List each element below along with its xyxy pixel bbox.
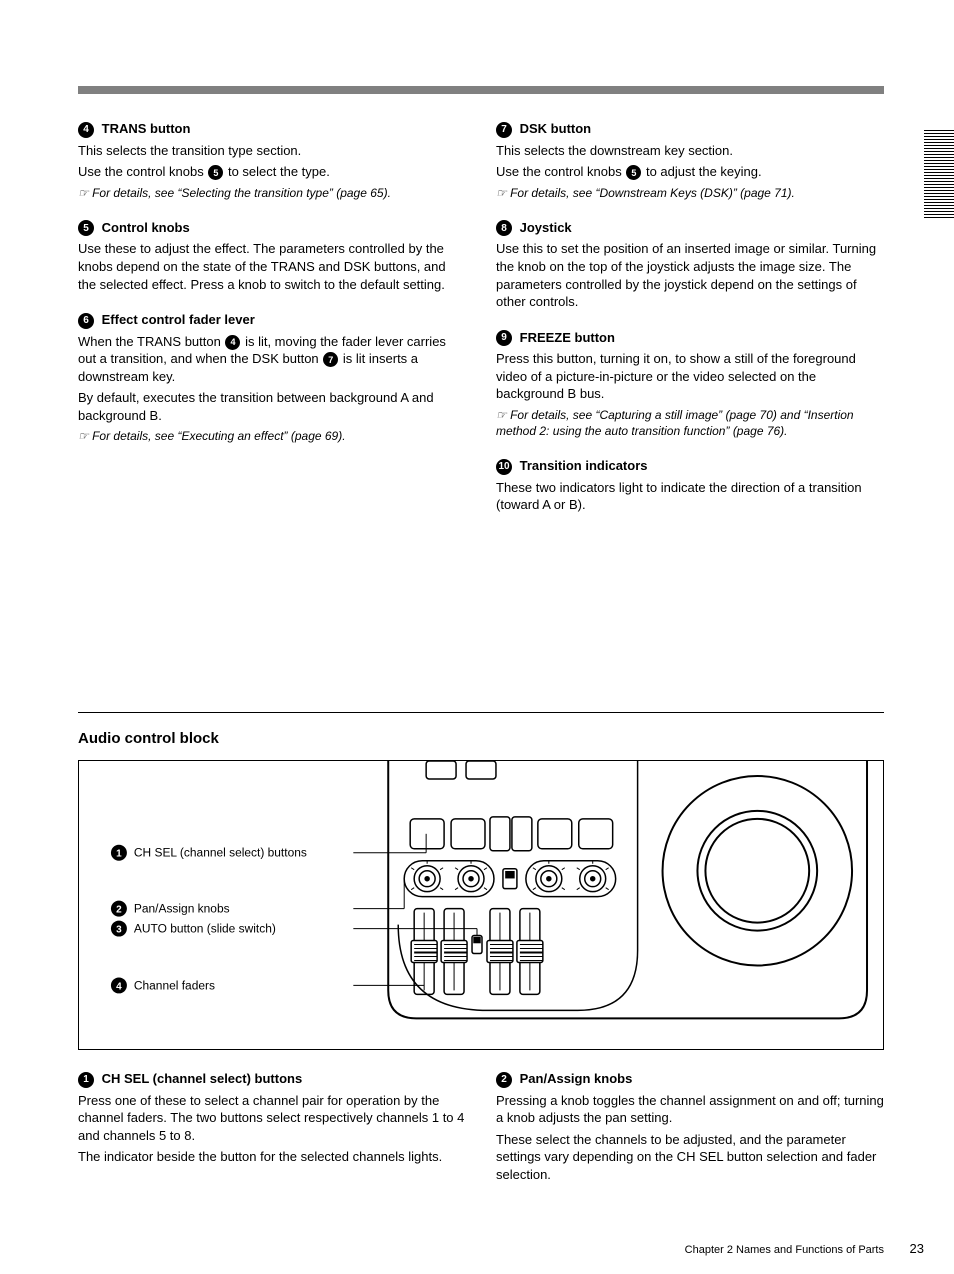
bullet-7-icon: 7 [496, 122, 512, 138]
page-number: 23 [910, 1241, 924, 1256]
item-4-xref: ☞ For details, see “Selecting the transi… [78, 185, 466, 201]
audio-control-diagram: 1 2 3 4 CH SEL (channel select) buttons … [78, 760, 884, 1050]
bullet-9-icon: 9 [496, 330, 512, 346]
item-4-title: TRANS button [102, 121, 191, 136]
callout-label-1: CH SEL (channel select) buttons [134, 846, 307, 860]
left-column: 4 TRANS button This selects the transiti… [78, 120, 466, 532]
callout-num-3: 3 [116, 925, 122, 936]
bullet-6-icon: 6 [78, 313, 94, 329]
bottom-item-2: 2 Pan/Assign knobs Pressing a knob toggl… [496, 1070, 884, 1183]
bottom-item-1-body2: The indicator beside the button for the … [78, 1148, 466, 1166]
item-9-title: FREEZE button [520, 330, 615, 345]
section-divider [78, 712, 884, 713]
item-4-trans-button: 4 TRANS button This selects the transiti… [78, 120, 466, 201]
bottom-item-2-body2: These select the channels to be adjusted… [496, 1131, 884, 1184]
bullet-8-icon: 8 [496, 220, 512, 236]
callout-label-3: AUTO button (slide switch) [134, 922, 276, 936]
callout-label-2: Pan/Assign knobs [134, 902, 230, 916]
inline-ref-5a-icon: 5 [208, 165, 223, 180]
bottom-bullet-2-icon: 2 [496, 1072, 512, 1088]
item-4-body: This selects the transition type section… [78, 142, 466, 160]
bottom-two-column: 1 CH SEL (channel select) buttons Press … [78, 1070, 884, 1201]
item-9-xref: ☞ For details, see “Capturing a still im… [496, 407, 884, 439]
item-5-body: Use these to adjust the effect. The para… [78, 240, 466, 293]
item-6-fader-lever: 6 Effect control fader lever When the TR… [78, 311, 466, 444]
item-7-title: DSK button [520, 121, 591, 136]
bottom-item-2-title: Pan/Assign knobs [520, 1071, 633, 1086]
item-10-transition-indicators: 10 Transition indicators These two indic… [496, 457, 884, 514]
item-7-body2-post: to adjust the keying. [642, 164, 761, 179]
item-6-xref: ☞ For details, see “Executing an effect”… [78, 428, 466, 444]
item-4-body2-post: to select the type. [224, 164, 330, 179]
callout-label-4: Channel faders [134, 978, 215, 992]
item-4-body2-pre: Use the control knobs [78, 164, 207, 179]
item-8-title: Joystick [520, 220, 572, 235]
item-5-title: Control knobs [102, 220, 190, 235]
item-6-body-pre: When the TRANS button [78, 334, 224, 349]
bottom-right-column: 2 Pan/Assign knobs Pressing a knob toggl… [496, 1070, 884, 1201]
inline-ref-5b-icon: 5 [626, 165, 641, 180]
bottom-item-1-title: CH SEL (channel select) buttons [102, 1071, 303, 1086]
bullet-5-icon: 5 [78, 220, 94, 236]
inline-ref-7-icon: 7 [323, 352, 338, 367]
item-6-body2: By default, executes the transition betw… [78, 389, 466, 424]
bullet-10-icon: 10 [496, 459, 512, 475]
item-5-control-knobs: 5 Control knobs Use these to adjust the … [78, 219, 466, 293]
bottom-bullet-1-icon: 1 [78, 1072, 94, 1088]
item-9-freeze-button: 9 FREEZE button Press this button, turni… [496, 329, 884, 440]
bullet-4-icon: 4 [78, 122, 94, 138]
item-8-body: Use this to set the position of an inser… [496, 240, 884, 310]
bottom-left-column: 1 CH SEL (channel select) buttons Press … [78, 1070, 466, 1201]
audio-section-title: Audio control block [78, 730, 219, 747]
item-7-dsk-button: 7 DSK button This selects the downstream… [496, 120, 884, 201]
footer-chapter-title: Chapter 2 Names and Functions of Parts [685, 1244, 884, 1256]
upper-two-column: 4 TRANS button This selects the transiti… [78, 120, 884, 532]
item-6-body: When the TRANS button 4 is lit, moving t… [78, 333, 466, 386]
item-7-body2: Use the control knobs 5 to adjust the ke… [496, 163, 884, 181]
bottom-item-1: 1 CH SEL (channel select) buttons Press … [78, 1070, 466, 1166]
callout-num-1: 1 [116, 849, 122, 860]
item-6-title: Effect control fader lever [102, 312, 255, 327]
item-9-body: Press this button, turning it on, to sho… [496, 350, 884, 403]
item-7-xref: ☞ For details, see “Downstream Keys (DSK… [496, 185, 884, 201]
bottom-item-2-body: Pressing a knob toggles the channel assi… [496, 1092, 884, 1127]
item-4-body2: Use the control knobs 5 to select the ty… [78, 163, 466, 181]
inline-ref-4-icon: 4 [225, 335, 240, 350]
top-gray-bar [78, 86, 884, 94]
item-7-body2-pre: Use the control knobs [496, 164, 625, 179]
callout-num-2: 2 [116, 905, 122, 916]
right-column: 7 DSK button This selects the downstream… [496, 120, 884, 532]
item-7-body: This selects the downstream key section. [496, 142, 884, 160]
item-10-body: These two indicators light to indicate t… [496, 479, 884, 514]
bottom-item-1-body: Press one of these to select a channel p… [78, 1092, 466, 1145]
side-chapter-tab [924, 130, 954, 220]
callout-num-4: 4 [116, 981, 122, 992]
item-8-joystick: 8 Joystick Use this to set the position … [496, 219, 884, 311]
diagram-svg: 1 2 3 4 CH SEL (channel select) buttons … [79, 761, 883, 1050]
item-10-title: Transition indicators [520, 458, 648, 473]
